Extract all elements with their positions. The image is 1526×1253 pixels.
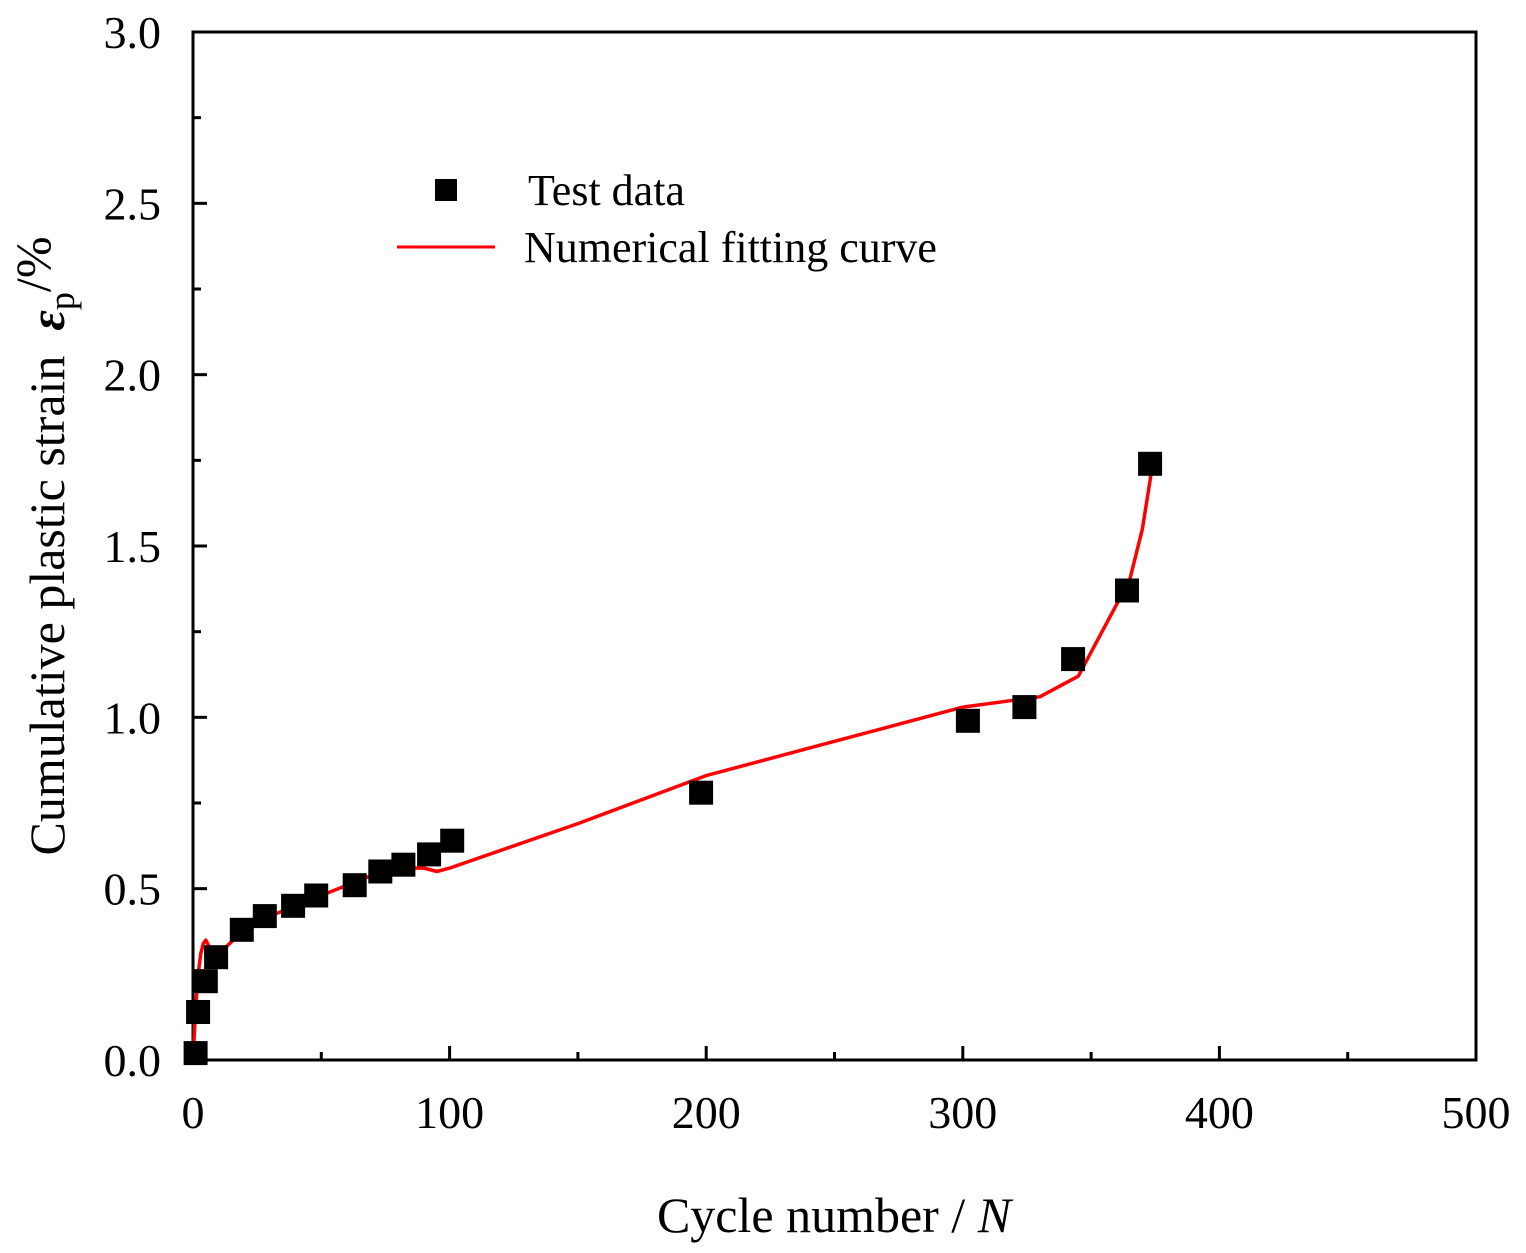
y-tick-label: 0.5 — [104, 864, 162, 915]
test-data-point — [440, 829, 464, 853]
y-axis-title-unit: /% — [5, 237, 61, 293]
y-tick-label: 2.5 — [104, 178, 162, 229]
y-axis-title-text: Cumulative plastic strain — [19, 331, 75, 856]
x-tick-label: 100 — [415, 1087, 484, 1138]
test-data-point — [253, 904, 277, 928]
series-points — [184, 452, 1163, 1065]
y-tick-label: 2.0 — [104, 350, 162, 401]
y-axis-ticks — [193, 32, 207, 1060]
test-data-point — [689, 781, 713, 805]
y-tick-label: 0.0 — [104, 1035, 162, 1086]
test-data-point — [1012, 695, 1036, 719]
x-axis-title-variable: N — [977, 1187, 1014, 1243]
test-data-point — [281, 894, 305, 918]
test-data-point — [194, 969, 218, 993]
test-data-point — [417, 842, 441, 866]
test-data-point — [1061, 647, 1085, 671]
test-data-point — [343, 873, 367, 897]
test-data-point — [184, 1041, 208, 1065]
x-tick-label: 400 — [1185, 1087, 1254, 1138]
test-data-point — [186, 1000, 210, 1024]
y-axis-title-symbol: ε — [19, 310, 75, 331]
y-axis-title-subscript: p — [42, 292, 82, 310]
x-axis-title: Cycle number / N — [657, 1187, 1014, 1243]
fitting-curve-line — [193, 464, 1153, 1060]
test-data-point — [391, 853, 415, 877]
x-axis-title-text: Cycle number / — [657, 1187, 978, 1243]
test-data-point — [230, 918, 254, 942]
legend-label-fitting-curve: Numerical fitting curve — [524, 223, 937, 272]
test-data-point — [368, 860, 392, 884]
chart-root: 0.0 0.5 1.0 1.5 2.0 2.5 3.0 0 100 200 300 400 500 T… — [0, 0, 1526, 1253]
test-data-point — [304, 884, 328, 908]
legend: Test data Numerical fitting curve — [397, 166, 937, 272]
y-axis-tick-labels: 0.0 0.5 1.0 1.5 2.0 2.5 3.0 — [104, 7, 162, 1086]
x-axis-ticks — [193, 1046, 1476, 1060]
y-tick-label: 1.5 — [104, 521, 162, 572]
legend-marker-test-data — [435, 179, 457, 201]
x-tick-label: 200 — [672, 1087, 741, 1138]
test-data-point — [204, 945, 228, 969]
y-tick-label: 3.0 — [104, 7, 162, 58]
test-data-point — [1138, 452, 1162, 476]
legend-label-test-data: Test data — [528, 166, 685, 215]
x-tick-label: 300 — [928, 1087, 997, 1138]
test-data-point — [1115, 579, 1139, 603]
y-axis-title: Cumulative plastic strain εp/% — [5, 237, 82, 856]
x-tick-label: 0 — [182, 1087, 205, 1138]
y-tick-label: 1.0 — [104, 692, 162, 743]
plot-frame — [193, 32, 1476, 1060]
x-axis-tick-labels: 0 100 200 300 400 500 — [182, 1087, 1511, 1138]
test-data-point — [956, 709, 980, 733]
series-lines — [193, 464, 1153, 1060]
x-tick-label: 500 — [1442, 1087, 1511, 1138]
